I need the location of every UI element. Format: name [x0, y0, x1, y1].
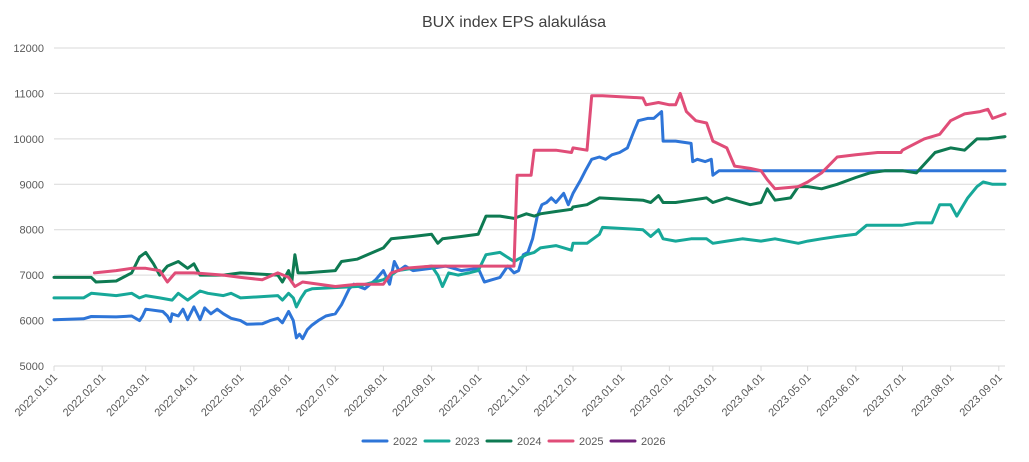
x-tick-label: 2023.09.01: [957, 372, 1004, 419]
x-tick-label: 2023.08.01: [909, 372, 956, 419]
x-tick-label: 2022.06.01: [247, 372, 294, 419]
y-tick-label: 12000: [13, 43, 44, 55]
x-tick-label: 2022.01.01: [13, 372, 60, 419]
series-line-2024: [52, 135, 1007, 284]
y-tick-label: 7000: [20, 270, 44, 282]
y-tick-label: 5000: [20, 361, 44, 373]
series-line-2022: [52, 110, 1007, 341]
x-tick-label: 2022.11.01: [486, 372, 533, 419]
x-tick-label: 2023.06.01: [815, 372, 862, 419]
y-tick-label: 8000: [20, 225, 44, 237]
x-tick-label: 2022.08.01: [342, 372, 389, 419]
x-tick-label: 2022.05.01: [199, 372, 246, 419]
x-tick-label: 2023.02.01: [628, 372, 675, 419]
legend-label: 2022: [393, 436, 417, 448]
chart-title: BUX index EPS alakulása: [422, 14, 606, 31]
gridlines: [54, 47, 1005, 367]
y-axis: 5000 6000 7000 8000 9000 10000 11000 12000: [13, 43, 44, 373]
x-tick-label: 2022.03.01: [104, 372, 151, 419]
y-tick-label: 6000: [20, 316, 44, 328]
y-tick-label: 11000: [14, 88, 44, 100]
x-tick-label: 2023.05.01: [766, 372, 813, 419]
x-tick-label: 2022.07.01: [294, 372, 341, 419]
x-tick-label: 2023.03.01: [672, 372, 719, 419]
series-line-2025: [92, 91, 1007, 288]
y-tick-label: 9000: [20, 179, 44, 191]
x-tick-label: 2023.04.01: [720, 372, 767, 419]
x-tick-label: 2022.02.01: [61, 372, 108, 419]
y-tick-label: 10000: [13, 134, 44, 146]
legend: 2022 2023 2024 2025 2026: [361, 436, 665, 448]
x-tick-label: 2022.10.01: [437, 372, 484, 419]
legend-label: 2025: [579, 436, 603, 448]
x-tick-label: 2023.01.01: [580, 372, 627, 419]
x-tick-label: 2022.09.01: [390, 372, 437, 419]
series-group: [52, 91, 1007, 341]
x-tick-label: 2022.12.01: [532, 372, 579, 419]
x-tick-label: 2022.04.01: [153, 372, 200, 419]
series-line-2023: [52, 180, 1007, 309]
legend-label: 2026: [641, 436, 665, 448]
legend-label: 2023: [455, 436, 479, 448]
legend-label: 2024: [517, 436, 541, 448]
x-tick-label: 2023.07.01: [861, 372, 908, 419]
